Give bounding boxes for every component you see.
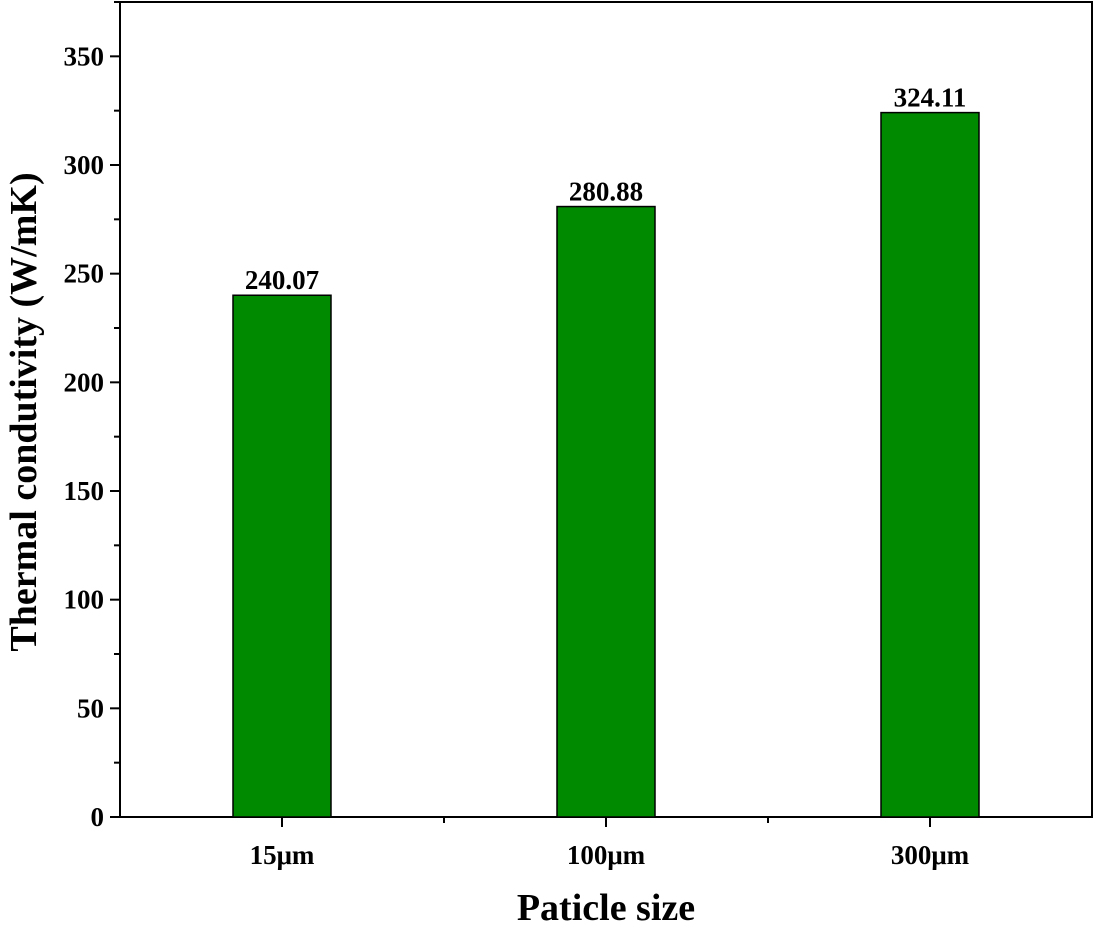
y-tick-label: 250	[64, 259, 105, 289]
x-tick-label: 100μm	[567, 840, 646, 870]
x-axis-title: Paticle size	[517, 887, 695, 929]
bar-value-label: 280.88	[569, 177, 643, 207]
bar-2	[880, 111, 980, 818]
bar-value-label: 324.11	[894, 83, 967, 113]
x-axis-ticks: 15μm 100μm 300μm	[250, 817, 970, 870]
bar-0	[232, 294, 332, 818]
y-axis-title: Thermal condutivity (W/mK)	[3, 172, 45, 651]
y-tick-label: 300	[64, 150, 105, 180]
y-tick-label: 100	[64, 585, 105, 615]
bar-value-label: 240.07	[245, 265, 319, 295]
x-tick-label: 15μm	[250, 840, 315, 870]
bars-group	[232, 111, 980, 818]
x-tick-label: 300μm	[891, 840, 970, 870]
y-tick-label: 200	[64, 367, 105, 397]
y-tick-label: 150	[64, 476, 105, 506]
y-axis-ticks: 0 50 100 150 200 250 300 350	[64, 1, 120, 832]
bar-value-labels: 240.07 280.88 324.11	[245, 83, 967, 296]
y-tick-label: 0	[91, 802, 105, 832]
bar-1	[556, 205, 656, 818]
y-tick-label: 50	[77, 693, 104, 723]
y-tick-label: 350	[64, 41, 105, 71]
